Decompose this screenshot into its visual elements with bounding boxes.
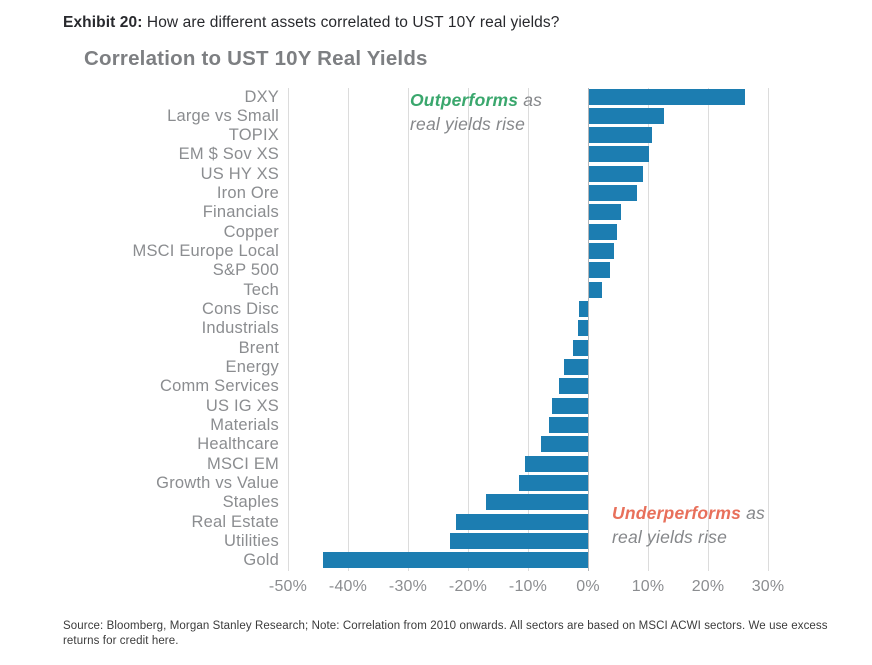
exhibit-header: Exhibit 20: How are different assets cor… — [63, 14, 559, 32]
bar-large-vs-small — [589, 107, 664, 124]
bar-msci-em — [525, 455, 588, 472]
bar-cons-disc — [579, 301, 588, 318]
category-label: Gold — [243, 551, 279, 570]
category-label: EM $ Sov XS — [178, 145, 279, 164]
category-label: MSCI EM — [207, 454, 279, 473]
gridline — [707, 88, 709, 571]
bar-materials — [549, 416, 588, 433]
category-label: US IG XS — [205, 396, 279, 415]
category-label: Staples — [222, 493, 279, 512]
gridline — [767, 88, 769, 571]
x-axis-tick-label: 30% — [751, 578, 785, 595]
annotation-underperforms-suffix: as — [741, 503, 765, 523]
bar-utilities — [450, 532, 588, 549]
gridline — [287, 88, 289, 571]
gridline — [647, 88, 649, 571]
category-label: US HY XS — [200, 164, 279, 183]
bar-iron-ore — [589, 185, 637, 202]
gridline — [467, 88, 469, 571]
category-label: Healthcare — [197, 435, 279, 454]
chart-title: Correlation to UST 10Y Real Yields — [84, 47, 428, 70]
category-label: Utilities — [224, 531, 279, 550]
category-label: Cons Disc — [202, 300, 279, 319]
category-label: Materials — [210, 415, 279, 434]
annotation-outperforms-line2: real yields rise — [410, 114, 526, 134]
bar-us-hy-xs — [589, 165, 643, 182]
category-label: Growth vs Value — [156, 473, 279, 492]
category-label: Real Estate — [191, 512, 279, 531]
bar-topix — [589, 127, 652, 144]
category-label: Tech — [243, 280, 279, 299]
category-label: Energy — [225, 357, 279, 376]
category-label: Copper — [223, 222, 279, 241]
bar-em-sov-xs — [589, 146, 649, 163]
category-label: Industrials — [201, 319, 279, 338]
bar-tech — [589, 281, 603, 298]
gridline — [347, 88, 349, 571]
category-label: Brent — [238, 338, 279, 357]
bar-healthcare — [541, 436, 588, 453]
gridline — [407, 88, 409, 571]
exhibit-number: Exhibit 20: — [63, 14, 143, 31]
bar-s-p-500 — [589, 262, 610, 279]
bar-industrials — [577, 320, 588, 337]
bar-growth-vs-value — [519, 474, 588, 491]
category-label: MSCI Europe Local — [132, 242, 279, 261]
x-axis-tick-label: -40% — [328, 578, 368, 595]
category-label: Large vs Small — [167, 106, 279, 125]
x-axis-tick-label: 0% — [576, 578, 600, 595]
annotation-underperforms-word: Underperforms — [612, 503, 742, 523]
category-label: S&P 500 — [212, 261, 279, 280]
category-label: DXY — [244, 87, 279, 106]
category-label: Iron Ore — [216, 184, 279, 203]
annotation-underperforms-line2: real yields rise — [612, 527, 728, 547]
x-axis-tick-label: -50% — [268, 578, 308, 595]
x-axis-tick-label: -10% — [508, 578, 548, 595]
exhibit-question: How are different assets correlated to U… — [146, 14, 560, 31]
x-axis-tick-label: -20% — [448, 578, 488, 595]
x-axis-tick-label: 20% — [691, 578, 725, 595]
category-label: Financials — [202, 203, 279, 222]
annotation-outperforms: Outperforms as real yields rise — [410, 88, 542, 136]
bar-copper — [589, 223, 617, 240]
bar-us-ig-xs — [552, 397, 588, 414]
annotation-underperforms: Underperforms as real yields rise — [612, 501, 765, 549]
category-label: Comm Services — [159, 377, 279, 396]
annotation-outperforms-suffix: as — [518, 90, 543, 110]
bar-financials — [589, 204, 621, 221]
bar-real-estate — [456, 513, 588, 530]
bar-gold — [322, 552, 588, 569]
category-label: TOPIX — [228, 126, 279, 145]
source-note: Source: Bloomberg, Morgan Stanley Resear… — [63, 620, 828, 647]
x-axis-tick-label: -30% — [388, 578, 428, 595]
bar-msci-europe-local — [589, 243, 615, 260]
bar-comm-services — [559, 378, 588, 395]
bar-brent — [573, 339, 588, 356]
gridline — [527, 88, 529, 571]
x-axis-tick-label: 10% — [631, 578, 665, 595]
bar-dxy — [589, 88, 745, 105]
zero-axis-line — [587, 88, 589, 571]
bar-staples — [486, 494, 588, 511]
annotation-outperforms-word: Outperforms — [410, 90, 519, 110]
bar-energy — [564, 358, 588, 375]
